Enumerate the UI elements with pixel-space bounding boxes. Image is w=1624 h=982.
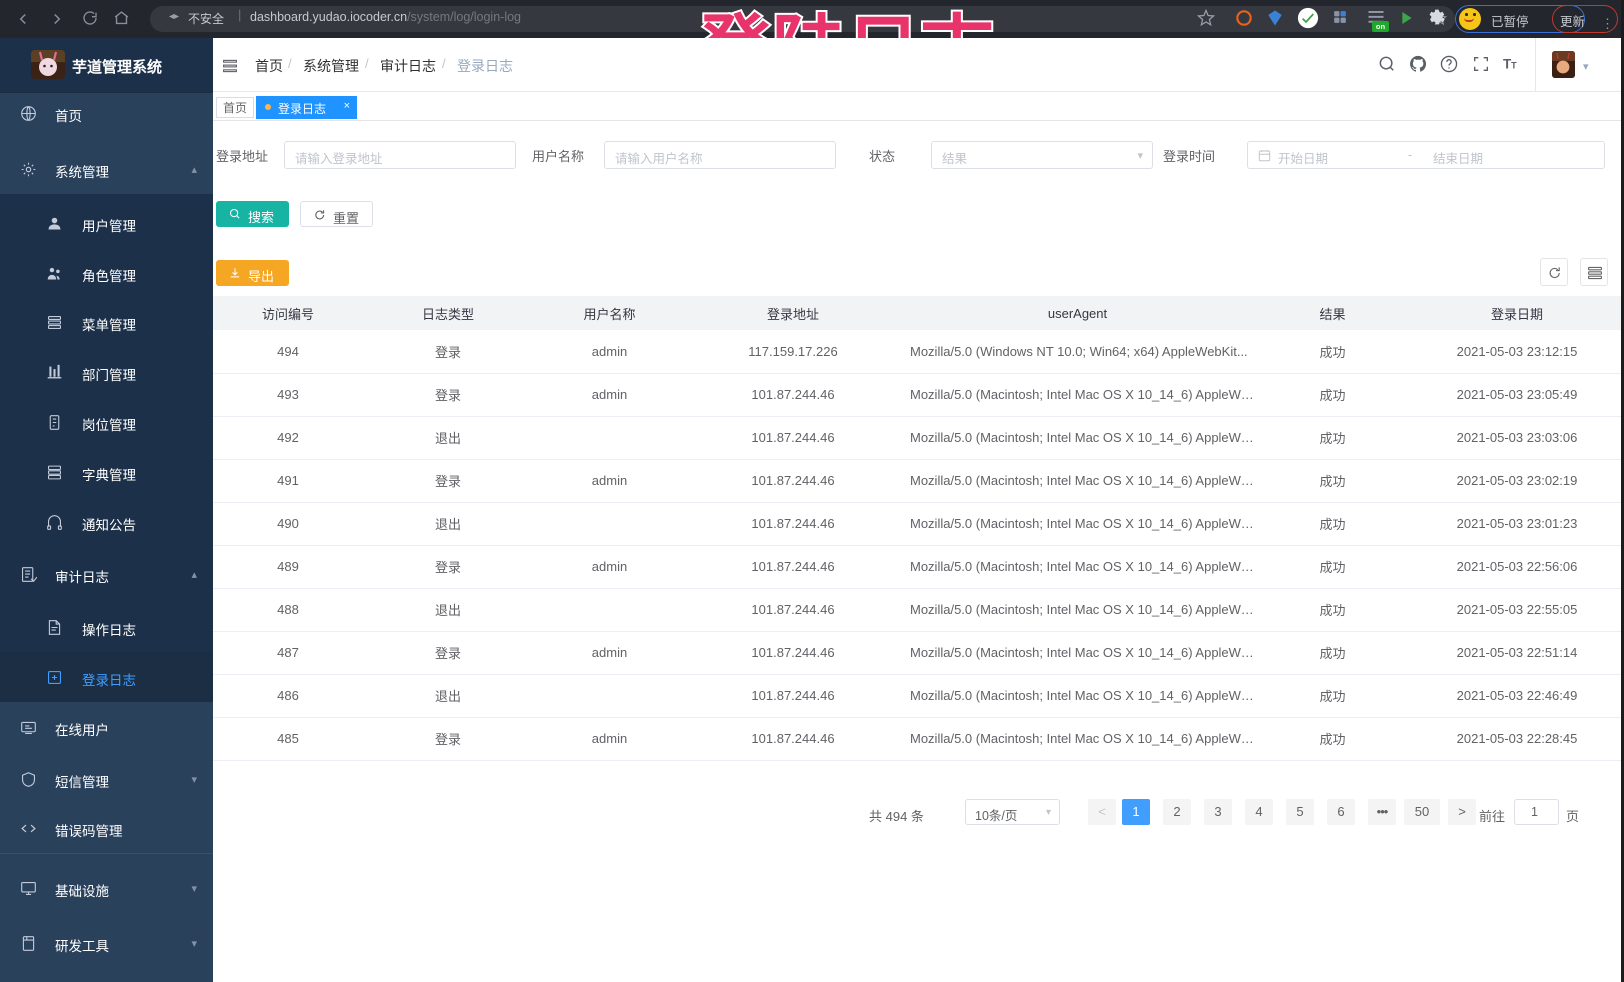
svg-text:T: T: [1511, 61, 1517, 71]
